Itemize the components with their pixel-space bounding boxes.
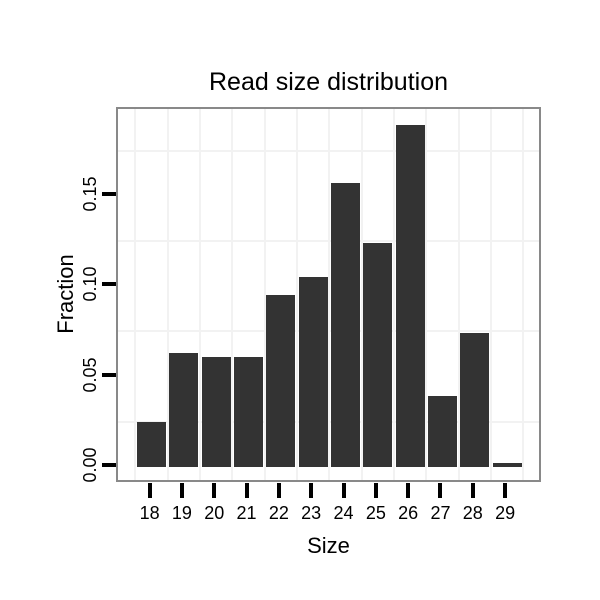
bar-size-23 xyxy=(298,277,328,467)
x-axis-tick xyxy=(341,483,346,498)
x-axis-tick-label: 23 xyxy=(301,503,322,523)
x-axis-tick xyxy=(244,483,249,498)
x-axis-tick-label: 18 xyxy=(139,503,160,523)
x-axis-tick xyxy=(406,483,411,498)
minor-gridline-vertical xyxy=(199,109,202,480)
x-axis-tick xyxy=(212,483,217,498)
bar-size-21 xyxy=(234,357,264,467)
y-axis-tick-label: 0.15 xyxy=(80,176,100,212)
x-axis-tick-label: 25 xyxy=(365,503,386,523)
bar-size-20 xyxy=(201,357,231,467)
x-axis-tick xyxy=(470,483,475,498)
x-axis-tick-label: 27 xyxy=(430,503,451,523)
y-axis-tick-label: 0.05 xyxy=(80,357,100,393)
x-axis-tick-label: 24 xyxy=(333,503,354,523)
plot-panel xyxy=(116,107,541,482)
chart-title: Read size distribution xyxy=(208,68,448,96)
bar-size-28 xyxy=(460,333,490,467)
y-axis-tick xyxy=(102,191,116,196)
minor-gridline-vertical xyxy=(231,109,234,480)
x-axis-tick xyxy=(147,483,152,498)
bar-size-22 xyxy=(266,295,296,467)
x-axis-tick xyxy=(179,483,184,498)
y-axis-tick xyxy=(102,372,116,377)
bar-size-24 xyxy=(331,183,361,467)
minor-gridline-vertical xyxy=(296,109,299,480)
x-axis-tick xyxy=(438,483,443,498)
x-axis-tick-label: 29 xyxy=(495,503,516,523)
minor-gridline-vertical xyxy=(522,109,525,480)
x-axis-tick-label: 26 xyxy=(398,503,419,523)
bar-size-29 xyxy=(492,463,522,467)
x-axis-tick xyxy=(276,483,281,498)
x-axis-tick-label: 22 xyxy=(268,503,289,523)
bar-size-25 xyxy=(363,243,393,467)
bar-size-18 xyxy=(137,422,167,467)
y-axis-tick xyxy=(102,463,116,467)
x-axis-tick-label: 19 xyxy=(171,503,192,523)
y-axis-tick-label: 0.10 xyxy=(80,266,100,302)
x-axis-tick xyxy=(503,483,508,498)
x-axis-tick xyxy=(309,483,314,498)
x-axis-tick-label: 20 xyxy=(204,503,225,523)
y-axis-tick-label: 0.00 xyxy=(80,447,100,483)
bar-size-26 xyxy=(395,125,425,467)
minor-gridline-vertical xyxy=(360,109,363,480)
minor-gridline-vertical xyxy=(134,109,137,480)
minor-gridline-vertical xyxy=(425,109,428,480)
minor-gridline-vertical xyxy=(489,109,492,480)
x-axis-title: Size xyxy=(307,533,350,558)
minor-gridline-vertical xyxy=(166,109,169,480)
bar-size-27 xyxy=(427,396,457,467)
minor-gridline-vertical xyxy=(393,109,395,480)
x-axis-tick-label: 21 xyxy=(236,503,257,523)
y-axis-title: Fraction xyxy=(53,254,78,334)
minor-gridline-vertical xyxy=(457,109,460,480)
x-axis-tick-label: 28 xyxy=(462,503,483,523)
minor-gridline-vertical xyxy=(263,109,266,480)
y-axis-tick xyxy=(102,282,116,287)
minor-gridline-vertical xyxy=(328,109,331,480)
bar-size-19 xyxy=(169,353,199,467)
x-axis-tick xyxy=(373,483,378,498)
